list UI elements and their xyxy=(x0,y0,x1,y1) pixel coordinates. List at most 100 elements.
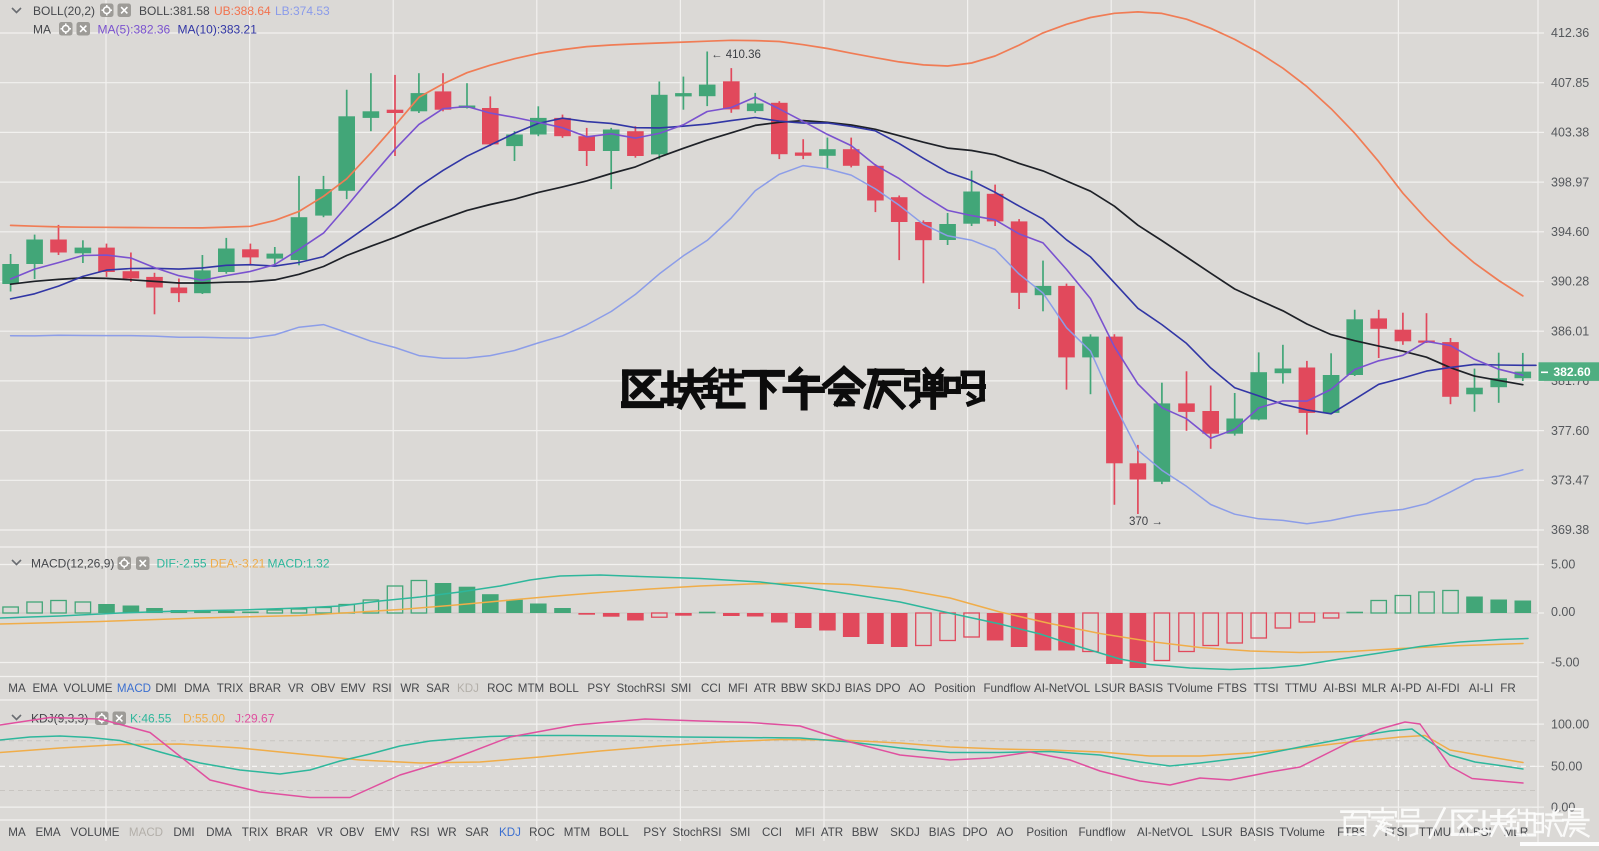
svg-text:BBW: BBW xyxy=(781,682,807,695)
svg-text:MA(10):383.21: MA(10):383.21 xyxy=(178,23,258,37)
svg-text:BOLL: BOLL xyxy=(549,682,579,695)
svg-text:ATR: ATR xyxy=(754,682,776,695)
svg-text:MLR: MLR xyxy=(1362,682,1386,695)
svg-text:369.38: 369.38 xyxy=(1551,523,1589,537)
svg-text:MACD(12,26,9): MACD(12,26,9) xyxy=(31,557,114,571)
svg-text:VOLUME: VOLUME xyxy=(64,682,113,695)
svg-text:BRAR: BRAR xyxy=(249,682,281,695)
svg-text:BASIS: BASIS xyxy=(1240,826,1274,839)
svg-text:StochRSI: StochRSI xyxy=(673,826,722,839)
svg-text:BIAS: BIAS xyxy=(929,826,956,839)
svg-text:390.28: 390.28 xyxy=(1551,275,1589,289)
svg-text:5.00: 5.00 xyxy=(1551,558,1575,572)
svg-text:AI-PD: AI-PD xyxy=(1391,682,1422,695)
svg-text:LSUR: LSUR xyxy=(1202,826,1233,839)
svg-text:RSI: RSI xyxy=(410,826,429,839)
svg-text:AI-LI: AI-LI xyxy=(1469,682,1493,695)
svg-text:BIAS: BIAS xyxy=(845,682,872,695)
svg-text:Position: Position xyxy=(1026,826,1067,839)
svg-text:VR: VR xyxy=(317,826,333,839)
svg-text:OBV: OBV xyxy=(311,682,336,695)
svg-text:MTM: MTM xyxy=(564,826,590,839)
svg-text:EMV: EMV xyxy=(340,682,365,695)
svg-text:CCI: CCI xyxy=(701,682,721,695)
svg-text:BOLL:381.58: BOLL:381.58 xyxy=(139,4,210,18)
svg-text:KDJ: KDJ xyxy=(457,682,479,695)
svg-text:Position: Position xyxy=(934,682,975,695)
svg-text:BASIS: BASIS xyxy=(1129,682,1163,695)
svg-text:PSY: PSY xyxy=(643,826,666,839)
svg-text:LB:374.53: LB:374.53 xyxy=(275,4,330,18)
svg-text:TRIX: TRIX xyxy=(217,682,244,695)
svg-text:AO: AO xyxy=(997,826,1014,839)
svg-text:AO: AO xyxy=(909,682,926,695)
svg-text:DPO: DPO xyxy=(962,826,987,839)
svg-text:TRIX: TRIX xyxy=(242,826,269,839)
svg-text:BRAR: BRAR xyxy=(276,826,308,839)
svg-text:-5.00: -5.00 xyxy=(1551,656,1580,670)
svg-text:← 410.36: ← 410.36 xyxy=(711,49,761,61)
svg-text:DEA:-3.21: DEA:-3.21 xyxy=(210,557,266,571)
svg-text:MA: MA xyxy=(33,23,51,37)
svg-text:TTSI: TTSI xyxy=(1253,682,1278,695)
svg-text:J:29.67: J:29.67 xyxy=(235,712,275,726)
svg-text:TTMU: TTMU xyxy=(1285,682,1317,695)
svg-text:AI-NetVOL: AI-NetVOL xyxy=(1137,826,1194,839)
svg-text:UB:388.64: UB:388.64 xyxy=(214,4,271,18)
svg-text:AI-NetVOL: AI-NetVOL xyxy=(1034,682,1091,695)
svg-text:AI-FDI: AI-FDI xyxy=(1426,682,1460,695)
svg-text:EMA: EMA xyxy=(32,682,57,695)
svg-text:50.00: 50.00 xyxy=(1551,760,1582,774)
svg-text:SMI: SMI xyxy=(671,682,692,695)
svg-text:SAR: SAR xyxy=(426,682,450,695)
svg-text:StochRSI: StochRSI xyxy=(617,682,666,695)
svg-text:373.47: 373.47 xyxy=(1551,474,1589,488)
svg-text:MA(5):382.36: MA(5):382.36 xyxy=(98,23,171,37)
svg-text:EMA: EMA xyxy=(35,826,60,839)
svg-text:LSUR: LSUR xyxy=(1095,682,1126,695)
svg-text:BBW: BBW xyxy=(852,826,878,839)
svg-text:MFI: MFI xyxy=(728,682,748,695)
svg-text:ROC: ROC xyxy=(529,826,555,839)
svg-text:MTM: MTM xyxy=(518,682,544,695)
svg-text:Fundflow: Fundflow xyxy=(983,682,1031,695)
svg-text:407.85: 407.85 xyxy=(1551,76,1589,90)
svg-text:PSY: PSY xyxy=(587,682,610,695)
svg-text:FTBS: FTBS xyxy=(1217,682,1247,695)
svg-text:AI-BSI: AI-BSI xyxy=(1323,682,1357,695)
svg-text:MA: MA xyxy=(8,682,26,695)
svg-text:386.01: 386.01 xyxy=(1551,324,1589,338)
svg-text:RSI: RSI xyxy=(372,682,391,695)
svg-text:MACD: MACD xyxy=(129,826,163,839)
svg-text:SMI: SMI xyxy=(730,826,751,839)
svg-text:382.60: 382.60 xyxy=(1553,365,1590,379)
svg-text:SKDJ: SKDJ xyxy=(890,826,920,839)
svg-text:MA: MA xyxy=(8,826,26,839)
svg-text:394.60: 394.60 xyxy=(1551,225,1589,239)
svg-text:Fundflow: Fundflow xyxy=(1078,826,1126,839)
svg-text:WR: WR xyxy=(400,682,419,695)
svg-text:KDJ: KDJ xyxy=(499,826,521,839)
svg-text:398.97: 398.97 xyxy=(1551,175,1589,189)
svg-text:DIF:-2.55: DIF:-2.55 xyxy=(157,557,207,571)
svg-text:DMA: DMA xyxy=(184,682,210,695)
svg-text:412.36: 412.36 xyxy=(1551,26,1589,40)
svg-text:D:55.00: D:55.00 xyxy=(183,712,225,726)
svg-text:CCI: CCI xyxy=(762,826,782,839)
svg-text:MACD: MACD xyxy=(117,682,151,695)
svg-text:DMA: DMA xyxy=(206,826,232,839)
svg-text:ATR: ATR xyxy=(821,826,843,839)
svg-text:MFI: MFI xyxy=(795,826,815,839)
svg-text:100.00: 100.00 xyxy=(1551,717,1589,731)
svg-text:377.60: 377.60 xyxy=(1551,424,1589,438)
svg-text:SKDJ: SKDJ xyxy=(811,682,841,695)
svg-text:BOLL: BOLL xyxy=(599,826,629,839)
svg-text:VOLUME: VOLUME xyxy=(71,826,120,839)
svg-text:K:46.55: K:46.55 xyxy=(130,712,172,726)
svg-text:DMI: DMI xyxy=(173,826,194,839)
svg-text:DMI: DMI xyxy=(155,682,176,695)
svg-text:TVolume: TVolume xyxy=(1279,826,1325,839)
svg-text:TVolume: TVolume xyxy=(1167,682,1213,695)
svg-text:VR: VR xyxy=(288,682,304,695)
svg-text:BOLL(20,2): BOLL(20,2) xyxy=(33,4,95,18)
